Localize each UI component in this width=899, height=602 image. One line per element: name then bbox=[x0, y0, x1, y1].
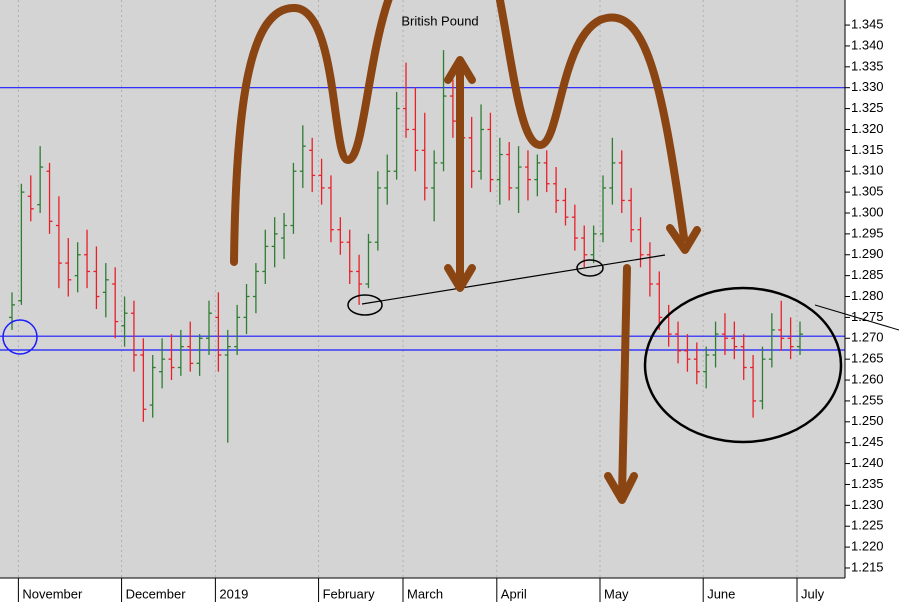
y-tick-label: 1.265 bbox=[851, 351, 884, 366]
circle-low bbox=[347, 294, 383, 316]
grid bbox=[0, 0, 845, 578]
circle-range bbox=[643, 286, 843, 444]
down-arrow bbox=[618, 264, 631, 499]
y-tick-label: 1.300 bbox=[851, 204, 884, 219]
y-tick-label: 1.250 bbox=[851, 413, 884, 428]
y-tick-label: 1.290 bbox=[851, 246, 884, 261]
arrow-head bbox=[444, 264, 476, 292]
x-tick-label: July bbox=[801, 586, 825, 601]
y-tick-label: 1.335 bbox=[851, 58, 884, 73]
y-tick-label: 1.315 bbox=[851, 142, 884, 157]
y-tick-label: 1.280 bbox=[851, 288, 884, 303]
y-tick-label: 1.215 bbox=[851, 559, 884, 574]
y-tick-label: 1.240 bbox=[851, 455, 884, 470]
y-tick-label: 1.295 bbox=[851, 225, 884, 240]
pointer-line bbox=[814, 304, 899, 331]
annotations bbox=[2, 0, 899, 504]
arrow-head bbox=[444, 56, 476, 84]
x-tick-label: June bbox=[707, 586, 735, 601]
x-tick-label: November bbox=[22, 586, 83, 601]
y-tick-label: 1.255 bbox=[851, 392, 884, 407]
y-tick-label: 1.340 bbox=[851, 37, 884, 52]
y-tick-label: 1.225 bbox=[851, 518, 884, 533]
x-tick-label: March bbox=[407, 586, 443, 601]
curve bbox=[230, 0, 393, 266]
arrow-head bbox=[604, 472, 638, 504]
y-tick-label: 1.325 bbox=[851, 100, 884, 115]
y-tick-label: 1.270 bbox=[851, 330, 884, 345]
circle-start bbox=[2, 319, 38, 355]
chart-title: British Pound bbox=[401, 13, 478, 28]
bars bbox=[9, 50, 803, 443]
curve bbox=[495, 0, 688, 242]
arrow-head bbox=[666, 224, 701, 254]
y-tick-label: 1.260 bbox=[851, 371, 884, 386]
y-tick-label: 1.235 bbox=[851, 476, 884, 491]
x-tick-label: May bbox=[604, 586, 629, 601]
x-tick-label: February bbox=[323, 586, 376, 601]
y-tick-label: 1.245 bbox=[851, 434, 884, 449]
x-tick-label: December bbox=[126, 586, 187, 601]
y-tick-label: 1.285 bbox=[851, 267, 884, 282]
y-tick-label: 1.230 bbox=[851, 497, 884, 512]
y-tick-label: 1.220 bbox=[851, 539, 884, 554]
trend-line bbox=[361, 254, 666, 305]
brown-curves bbox=[230, 0, 701, 504]
y-tick-label: 1.275 bbox=[851, 309, 884, 324]
plot-area bbox=[0, 0, 845, 578]
y-tick-label: 1.345 bbox=[851, 16, 884, 31]
x-tick-label: April bbox=[501, 586, 527, 601]
y-tick-label: 1.320 bbox=[851, 121, 884, 136]
circle-low bbox=[576, 259, 604, 277]
y-tick-label: 1.310 bbox=[851, 163, 884, 178]
x-tick-label: 2019 bbox=[219, 586, 248, 601]
y-tick-label: 1.305 bbox=[851, 184, 884, 199]
y-tick-label: 1.330 bbox=[851, 79, 884, 94]
